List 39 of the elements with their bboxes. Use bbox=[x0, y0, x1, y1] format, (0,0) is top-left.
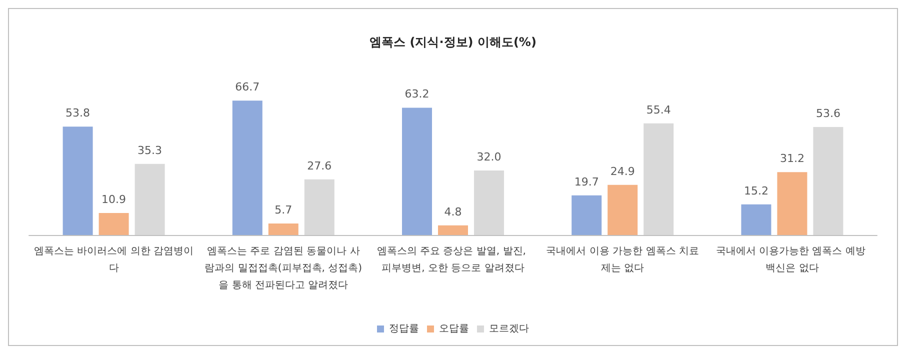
data-label: 55.4 bbox=[646, 103, 671, 116]
data-label: 24.9 bbox=[610, 164, 635, 178]
bar bbox=[608, 184, 638, 235]
x-tick-label: 엠폭스는 바이러스에 의한 감염병이다 bbox=[34, 246, 194, 274]
data-label: 53.8 bbox=[66, 106, 90, 120]
bar bbox=[438, 225, 468, 235]
bar bbox=[134, 164, 165, 235]
x-tick-label: 엠폭스의 주요 증상은 발열, 발진, 피부병변, 오한 등으로 알려졌다 bbox=[376, 246, 530, 274]
bar bbox=[402, 108, 432, 235]
data-label: 5.7 bbox=[274, 204, 292, 217]
bar bbox=[777, 172, 808, 235]
bar bbox=[304, 179, 334, 235]
x-tick-label: 국내에서 이용가능한 엠폭스 예방 백신은 없다 bbox=[716, 246, 869, 274]
bar bbox=[98, 213, 129, 235]
bar bbox=[644, 123, 674, 235]
legend-label: 모르겠다 bbox=[489, 324, 529, 334]
data-label: 53.6 bbox=[816, 107, 840, 120]
chart-title: 엠폭스 (지식·정보) 이해도(%) bbox=[370, 35, 536, 49]
data-label: 10.9 bbox=[102, 193, 126, 206]
data-label: 31.2 bbox=[780, 152, 804, 166]
x-tick-label: 엠폭스는 주로 감염된 동물이나 사람과의 밀접접촉(피부접촉, 성접촉)을 통해 전파된다고 알려졌다 bbox=[204, 246, 362, 291]
data-label: 32.0 bbox=[476, 150, 502, 164]
bar bbox=[572, 195, 602, 235]
data-label: 19.7 bbox=[574, 175, 599, 188]
bar bbox=[741, 204, 772, 235]
bar bbox=[813, 127, 844, 235]
data-label: 27.6 bbox=[307, 159, 332, 172]
x-tick-label: 국내에서 이용 가능한 엠폭스 치료제는 없다 bbox=[546, 246, 699, 274]
bar bbox=[268, 224, 298, 235]
bar bbox=[474, 170, 504, 235]
data-label: 66.7 bbox=[235, 80, 260, 94]
bar bbox=[232, 100, 262, 235]
data-label: 4.8 bbox=[444, 205, 462, 218]
data-label: 35.3 bbox=[138, 144, 162, 157]
data-label: 15.2 bbox=[744, 184, 768, 198]
legend-label: 오답률 bbox=[439, 324, 469, 334]
data-label: 63.2 bbox=[404, 88, 430, 101]
bar bbox=[62, 126, 93, 235]
legend-label: 정답률 bbox=[389, 324, 419, 334]
